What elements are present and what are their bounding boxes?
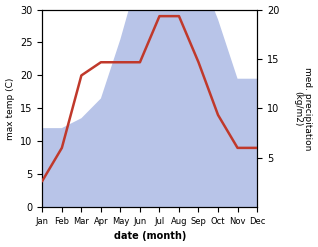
Y-axis label: med. precipitation
(kg/m2): med. precipitation (kg/m2) [293, 67, 313, 150]
X-axis label: date (month): date (month) [114, 231, 186, 242]
Y-axis label: max temp (C): max temp (C) [5, 77, 15, 140]
